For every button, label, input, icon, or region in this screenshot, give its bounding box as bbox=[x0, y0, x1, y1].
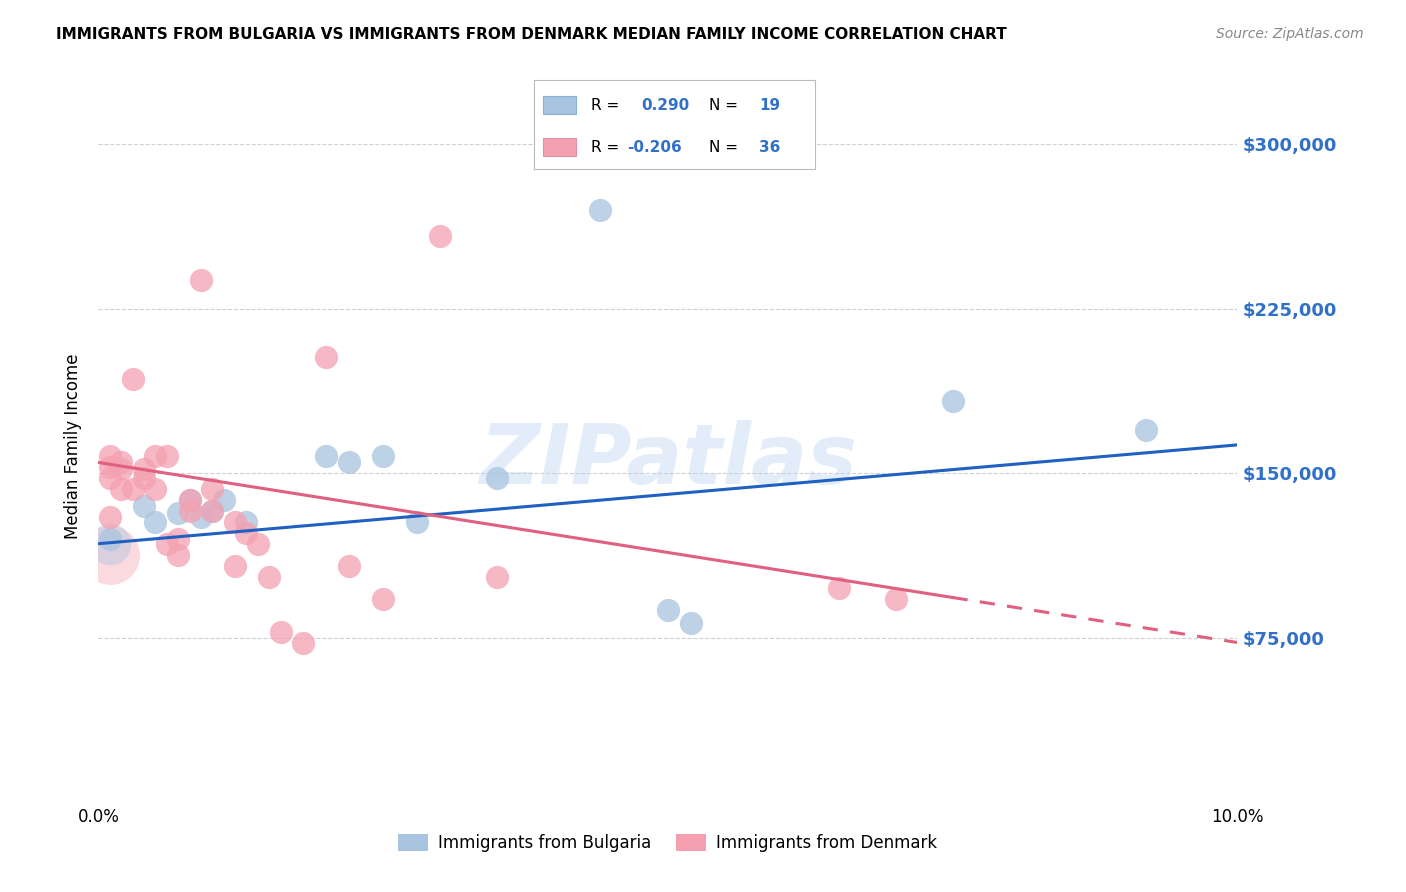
Point bbox=[110, 462, 132, 476]
Point bbox=[121, 482, 143, 496]
Point bbox=[132, 500, 155, 514]
Point bbox=[224, 515, 246, 529]
Point bbox=[224, 558, 246, 573]
Point bbox=[201, 504, 224, 518]
Text: 36: 36 bbox=[759, 140, 780, 154]
Point bbox=[145, 482, 167, 496]
Point bbox=[179, 492, 201, 507]
Point bbox=[145, 515, 167, 529]
Point bbox=[337, 558, 360, 573]
Point bbox=[884, 591, 907, 606]
Point bbox=[679, 615, 702, 630]
Point bbox=[156, 537, 179, 551]
Text: -0.206: -0.206 bbox=[627, 140, 682, 154]
Point bbox=[406, 515, 429, 529]
Point bbox=[98, 548, 121, 562]
Point bbox=[132, 471, 155, 485]
Text: R =: R = bbox=[591, 98, 619, 112]
Text: IMMIGRANTS FROM BULGARIA VS IMMIGRANTS FROM DENMARK MEDIAN FAMILY INCOME CORRELA: IMMIGRANTS FROM BULGARIA VS IMMIGRANTS F… bbox=[56, 27, 1007, 42]
Point bbox=[373, 591, 395, 606]
Point bbox=[235, 525, 257, 540]
Point bbox=[337, 455, 360, 469]
Point bbox=[1135, 423, 1157, 437]
Point bbox=[98, 471, 121, 485]
Point bbox=[588, 202, 610, 217]
Text: 19: 19 bbox=[759, 98, 780, 112]
FancyBboxPatch shape bbox=[543, 138, 576, 156]
Point bbox=[156, 449, 179, 463]
Point bbox=[657, 602, 679, 616]
Point bbox=[167, 548, 190, 562]
Point bbox=[179, 504, 201, 518]
Point bbox=[292, 635, 315, 649]
Point bbox=[828, 581, 851, 595]
Point bbox=[98, 449, 121, 463]
Point bbox=[179, 492, 201, 507]
Legend: Immigrants from Bulgaria, Immigrants from Denmark: Immigrants from Bulgaria, Immigrants fro… bbox=[391, 827, 945, 859]
Point bbox=[315, 449, 337, 463]
Point bbox=[942, 394, 965, 409]
Text: 0.290: 0.290 bbox=[641, 98, 689, 112]
Point bbox=[373, 449, 395, 463]
Text: ZIPatlas: ZIPatlas bbox=[479, 420, 856, 500]
Point bbox=[259, 569, 281, 583]
Point bbox=[110, 482, 132, 496]
Point bbox=[145, 449, 167, 463]
Text: R =: R = bbox=[591, 140, 619, 154]
Point bbox=[110, 455, 132, 469]
Point bbox=[270, 624, 292, 639]
Point bbox=[98, 510, 121, 524]
Point bbox=[167, 533, 190, 547]
Point bbox=[201, 504, 224, 518]
Point bbox=[190, 273, 212, 287]
Point bbox=[486, 471, 509, 485]
Point bbox=[121, 372, 143, 386]
Y-axis label: Median Family Income: Median Family Income bbox=[65, 353, 83, 539]
Point bbox=[246, 537, 269, 551]
Point bbox=[486, 569, 509, 583]
Point bbox=[212, 492, 235, 507]
Point bbox=[201, 482, 224, 496]
Text: N =: N = bbox=[709, 140, 738, 154]
Point bbox=[429, 229, 451, 244]
Point bbox=[315, 350, 337, 364]
Point bbox=[98, 533, 121, 547]
Text: N =: N = bbox=[709, 98, 738, 112]
Point bbox=[235, 515, 257, 529]
Point bbox=[98, 459, 121, 474]
Point bbox=[132, 462, 155, 476]
FancyBboxPatch shape bbox=[543, 96, 576, 114]
Point bbox=[167, 506, 190, 520]
Text: Source: ZipAtlas.com: Source: ZipAtlas.com bbox=[1216, 27, 1364, 41]
Point bbox=[98, 537, 121, 551]
Point bbox=[190, 510, 212, 524]
